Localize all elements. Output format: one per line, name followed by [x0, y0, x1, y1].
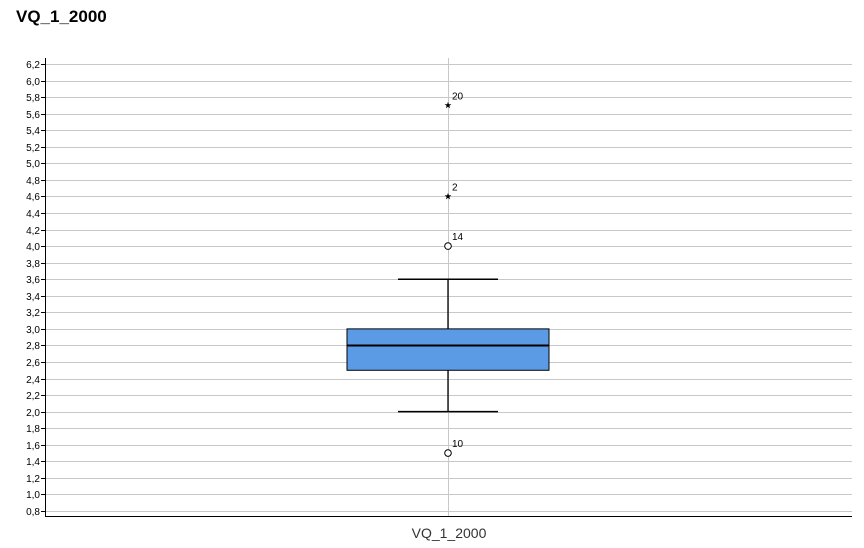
- y-tick-label: 5,8: [26, 93, 40, 104]
- outlier-label: 2: [452, 182, 458, 193]
- y-tick-label: 1,8: [26, 424, 40, 435]
- y-tick-label: 5,6: [26, 110, 40, 121]
- y-tick-label: 4,4: [26, 209, 40, 220]
- y-tick-label: 2,2: [26, 391, 40, 402]
- y-tick-label: 2,6: [26, 358, 40, 369]
- chart-title: VQ_1_2000: [16, 7, 107, 26]
- y-tick-label: 3,8: [26, 259, 40, 270]
- y-tick-label: 3,0: [26, 325, 40, 336]
- outlier-label: 20: [452, 91, 464, 102]
- outlier-label: 14: [452, 232, 464, 243]
- outlier-marker: [444, 449, 452, 457]
- y-tick-label: 1,2: [26, 474, 40, 485]
- y-tick-label: 5,0: [26, 159, 40, 170]
- y-tick-label: 2,0: [26, 408, 40, 419]
- iqr-box: [346, 328, 550, 371]
- outlier-marker: [444, 242, 452, 250]
- y-tick-label: 4,8: [26, 176, 40, 187]
- outlier-label: 10: [452, 439, 464, 450]
- x-tick-label: VQ_1_2000: [412, 525, 487, 541]
- y-tick-label: 6,0: [26, 77, 40, 88]
- y-tick-label: 3,2: [26, 308, 40, 319]
- y-axis-ticks: 0,8 1,0 1,2 1,4 1,6 1,8 2,0 2,2 2,4 2,6 2,8 3,0 3,2 3…: [26, 60, 45, 518]
- outliers: 20 2 14 10: [444, 91, 464, 457]
- y-tick-label: 1,4: [26, 457, 40, 468]
- y-tick-label: 5,4: [26, 126, 40, 137]
- box-group: [346, 278, 550, 413]
- y-tick-label: 5,2: [26, 143, 40, 154]
- y-tick-label: 6,2: [26, 60, 40, 71]
- y-tick-label: 2,8: [26, 341, 40, 352]
- y-tick-label: 2,4: [26, 375, 40, 386]
- y-tick-label: 4,0: [26, 242, 40, 253]
- axes: [45, 58, 852, 517]
- y-tick-label: 3,4: [26, 292, 40, 303]
- y-tick-label: 1,6: [26, 441, 40, 452]
- y-tick-label: 4,6: [26, 192, 40, 203]
- extreme-outlier-marker: [444, 101, 452, 109]
- y-tick-label: 4,2: [26, 226, 40, 237]
- extreme-outlier-marker: [444, 192, 452, 200]
- y-tick-label: 0,8: [26, 507, 40, 518]
- y-tick-label: 1,0: [26, 490, 40, 501]
- x-axis-ticks: VQ_1_2000: [412, 525, 487, 541]
- y-tick-label: 3,6: [26, 275, 40, 286]
